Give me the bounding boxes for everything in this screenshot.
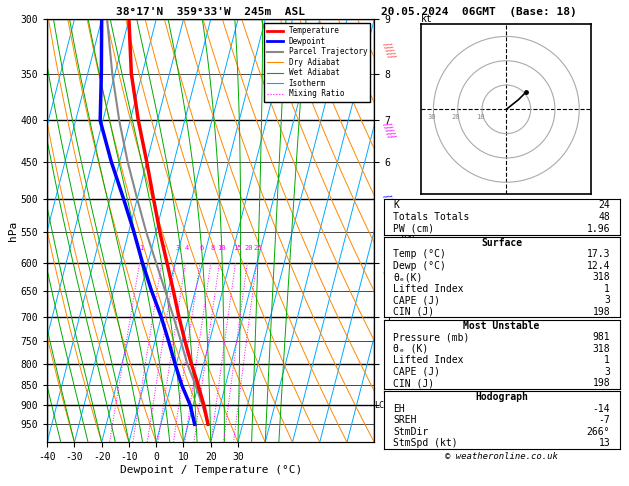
Text: 4: 4 <box>185 245 189 251</box>
Text: 1.96: 1.96 <box>587 224 610 234</box>
Text: Mixing Ratio (g/kg): Mixing Ratio (g/kg) <box>484 214 493 316</box>
Text: 20: 20 <box>452 114 460 120</box>
Text: /////: ///// <box>381 269 396 288</box>
Text: CIN (J): CIN (J) <box>393 307 434 317</box>
Text: 13: 13 <box>598 438 610 448</box>
Text: CAPE (J): CAPE (J) <box>393 366 440 377</box>
Text: 10: 10 <box>476 114 484 120</box>
Text: StmSpd (kt): StmSpd (kt) <box>393 438 458 448</box>
Text: /////: ///// <box>381 193 396 212</box>
Text: CIN (J): CIN (J) <box>393 378 434 388</box>
Text: 38°17'N  359°33'W  245m  ASL: 38°17'N 359°33'W 245m ASL <box>116 7 305 17</box>
Text: 2: 2 <box>162 245 166 251</box>
Text: 198: 198 <box>593 307 610 317</box>
Y-axis label: hPa: hPa <box>8 221 18 241</box>
Y-axis label: km
ASL: km ASL <box>401 220 418 242</box>
Text: 20.05.2024  06GMT  (Base: 18): 20.05.2024 06GMT (Base: 18) <box>381 7 576 17</box>
Text: Pressure (mb): Pressure (mb) <box>393 332 469 342</box>
Text: Most Unstable: Most Unstable <box>464 321 540 330</box>
Text: Temp (°C): Temp (°C) <box>393 249 446 260</box>
Text: 25: 25 <box>254 245 262 251</box>
Text: Dewp (°C): Dewp (°C) <box>393 261 446 271</box>
Text: StmDir: StmDir <box>393 427 428 437</box>
Text: 3: 3 <box>175 245 179 251</box>
Text: 30: 30 <box>427 114 436 120</box>
Text: 1: 1 <box>604 355 610 365</box>
Text: LCL: LCL <box>374 401 389 410</box>
Legend: Temperature, Dewpoint, Parcel Trajectory, Dry Adiabat, Wet Adiabat, Isotherm, Mi: Temperature, Dewpoint, Parcel Trajectory… <box>264 23 370 102</box>
Text: CAPE (J): CAPE (J) <box>393 295 440 305</box>
Text: Hodograph: Hodograph <box>475 392 528 402</box>
Text: K: K <box>393 200 399 210</box>
Text: 1: 1 <box>604 284 610 294</box>
Text: EH: EH <box>393 403 405 414</box>
Text: Lifted Index: Lifted Index <box>393 284 464 294</box>
Text: 981: 981 <box>593 332 610 342</box>
Text: 3: 3 <box>604 295 610 305</box>
Text: θₑ(K): θₑ(K) <box>393 272 423 282</box>
Text: 24: 24 <box>598 200 610 210</box>
Text: θₑ (K): θₑ (K) <box>393 344 428 353</box>
Text: /////: ///// <box>381 387 396 406</box>
Text: kt: kt <box>421 14 433 24</box>
Text: -7: -7 <box>598 415 610 425</box>
Text: 266°: 266° <box>587 427 610 437</box>
Text: 20: 20 <box>245 245 253 251</box>
Text: 318: 318 <box>593 272 610 282</box>
Text: 8: 8 <box>211 245 214 251</box>
Text: 3: 3 <box>604 366 610 377</box>
Text: Totals Totals: Totals Totals <box>393 212 469 222</box>
Text: 198: 198 <box>593 378 610 388</box>
Text: /////: ///// <box>381 41 396 59</box>
Text: Surface: Surface <box>481 238 522 248</box>
Text: SREH: SREH <box>393 415 416 425</box>
Text: 1: 1 <box>140 245 144 251</box>
Text: PW (cm): PW (cm) <box>393 224 434 234</box>
Text: -14: -14 <box>593 403 610 414</box>
Text: © weatheronline.co.uk: © weatheronline.co.uk <box>445 452 558 461</box>
Text: Lifted Index: Lifted Index <box>393 355 464 365</box>
Text: 318: 318 <box>593 344 610 353</box>
Text: 12.4: 12.4 <box>587 261 610 271</box>
Text: 10: 10 <box>217 245 225 251</box>
Text: 15: 15 <box>233 245 242 251</box>
Text: 48: 48 <box>598 212 610 222</box>
Text: 6: 6 <box>200 245 204 251</box>
Text: /////: ///// <box>381 121 396 140</box>
X-axis label: Dewpoint / Temperature (°C): Dewpoint / Temperature (°C) <box>120 465 302 475</box>
Text: 17.3: 17.3 <box>587 249 610 260</box>
